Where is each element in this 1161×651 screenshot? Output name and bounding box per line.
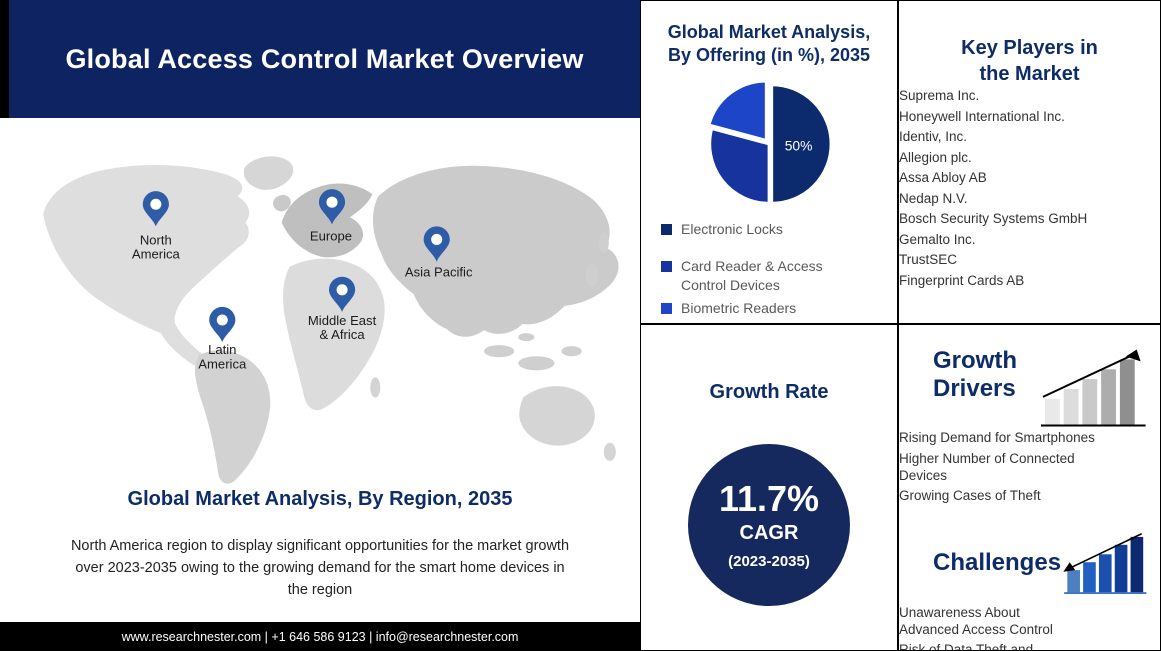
cagr-value: 11.7% bbox=[718, 478, 820, 520]
world-map-svg: North America Europe Asia Pacific Latin … bbox=[43, 156, 619, 484]
map-pins bbox=[142, 189, 450, 343]
pin-latin-america-icon bbox=[209, 306, 236, 343]
label-latin-america: Latin bbox=[208, 342, 236, 357]
growth-drivers-list: Rising Demand for Smartphones Higher Num… bbox=[899, 429, 1160, 504]
pin-middle-east-africa-icon bbox=[328, 276, 356, 312]
header-banner: Global Access Control Market Overview bbox=[9, 0, 640, 118]
list-item: Higher Number of Connected Devices bbox=[899, 450, 1099, 484]
list-item: Identiv, Inc. bbox=[899, 128, 1160, 145]
list-item: Bosch Security Systems GmbH bbox=[899, 210, 1160, 227]
challenges-title: Challenges bbox=[933, 548, 1062, 576]
list-item: Suprema Inc. bbox=[899, 87, 1160, 104]
pie-label-50pct: 50% bbox=[785, 137, 813, 153]
label-middle-east-africa: Middle East bbox=[308, 313, 377, 328]
growth-rate-title: Growth Rate bbox=[709, 381, 829, 403]
svg-text:& Africa: & Africa bbox=[320, 327, 366, 342]
list-item: TrustSEC bbox=[899, 251, 1160, 268]
legend-item-electronic-locks: Electronic Locks bbox=[661, 220, 897, 239]
list-item: Risk of Data Theft and Privacy Issues bbox=[899, 641, 1074, 650]
legend-item-biometric-readers: Biometric Readers bbox=[661, 299, 897, 318]
list-item: Fingerprint Cards AB bbox=[899, 272, 1160, 289]
pie-slice-biometric-readers bbox=[707, 79, 768, 142]
list-item: Assa Abloy AB bbox=[899, 169, 1160, 186]
offering-title: Global Market Analysis, By Offering (in … bbox=[667, 22, 871, 65]
drivers-challenges-panel: Growth Drivers Rising Demand for Smartph… bbox=[898, 324, 1161, 651]
rising-bar-chart-icon bbox=[1041, 349, 1147, 427]
list-item: Unawareness About Advanced Access Contro… bbox=[899, 604, 1074, 638]
label-north-america: North bbox=[140, 233, 172, 248]
map-pin-labels: North America Europe Asia Pacific Latin … bbox=[132, 228, 473, 371]
legend-swatch-icon bbox=[661, 260, 672, 272]
challenges-header: Challenges bbox=[899, 508, 1160, 604]
panel-grid: Global Market Analysis, By Offering (in … bbox=[640, 0, 1161, 651]
pie-slice-card-reader bbox=[708, 127, 771, 205]
pie-legend: Electronic Locks Card Reader & Access Co… bbox=[661, 220, 897, 318]
cagr-period: (2023-2035) bbox=[728, 552, 810, 570]
label-europe: Europe bbox=[310, 228, 352, 243]
offering-panel: Global Market Analysis, By Offering (in … bbox=[640, 0, 898, 324]
key-players-title: Key Players in the Market bbox=[961, 37, 1098, 85]
offering-pie-chart: 50% bbox=[641, 70, 897, 218]
list-item: Rising Demand for Smartphones bbox=[899, 429, 1099, 446]
pie-slice-electronic-locks bbox=[770, 83, 833, 205]
pie-chart-svg: 50% bbox=[707, 79, 833, 205]
list-item: Honeywell International Inc. bbox=[899, 108, 1160, 125]
challenges-list: Unawareness About Advanced Access Contro… bbox=[899, 604, 1160, 651]
region-analysis-description: North America region to display signific… bbox=[70, 538, 570, 598]
page-title: Global Access Control Market Overview bbox=[65, 43, 584, 74]
cagr-label: CAGR bbox=[739, 521, 799, 544]
declining-arrow-bar-chart-icon bbox=[1063, 532, 1147, 594]
key-players-panel: Key Players in the Market Suprema Inc. H… bbox=[898, 0, 1161, 324]
growth-rate-panel: Growth Rate 11.7% CAGR (2023-2035) bbox=[640, 324, 898, 651]
label-asia-pacific: Asia Pacific bbox=[405, 265, 473, 280]
growth-drivers-title: Growth Drivers bbox=[933, 347, 1017, 402]
world-map: North America Europe Asia Pacific Latin … bbox=[28, 152, 632, 488]
footer-bar: www.researchnester.com | +1 646 586 9123… bbox=[0, 622, 640, 651]
pin-asia-pacific-icon bbox=[423, 226, 450, 262]
legend-item-card-reader: Card Reader & Access Control Devices bbox=[661, 257, 897, 295]
svg-text:America: America bbox=[198, 356, 247, 371]
list-item: Allegion plc. bbox=[899, 149, 1160, 166]
key-players-list: Suprema Inc. Honeywell International Inc… bbox=[899, 87, 1160, 289]
growth-drivers-header: Growth Drivers bbox=[899, 325, 1160, 429]
region-analysis-title: Global Market Analysis, By Region, 2035 bbox=[127, 488, 513, 510]
list-item: Nedap N.V. bbox=[899, 190, 1160, 207]
growth-rate-circle: 11.7% CAGR (2023-2035) bbox=[688, 444, 850, 606]
pin-north-america-icon bbox=[142, 191, 169, 227]
footer-contact-text: www.researchnester.com | +1 646 586 9123… bbox=[121, 629, 519, 644]
list-item: Growing Cases of Theft bbox=[899, 487, 1099, 504]
list-item: Gemalto Inc. bbox=[899, 231, 1160, 248]
legend-swatch-icon bbox=[661, 302, 672, 314]
continents bbox=[43, 156, 619, 484]
legend-swatch-icon bbox=[661, 224, 672, 235]
left-edge-accent bbox=[0, 0, 9, 118]
pin-europe-icon bbox=[318, 189, 346, 225]
svg-text:America: America bbox=[132, 247, 181, 262]
